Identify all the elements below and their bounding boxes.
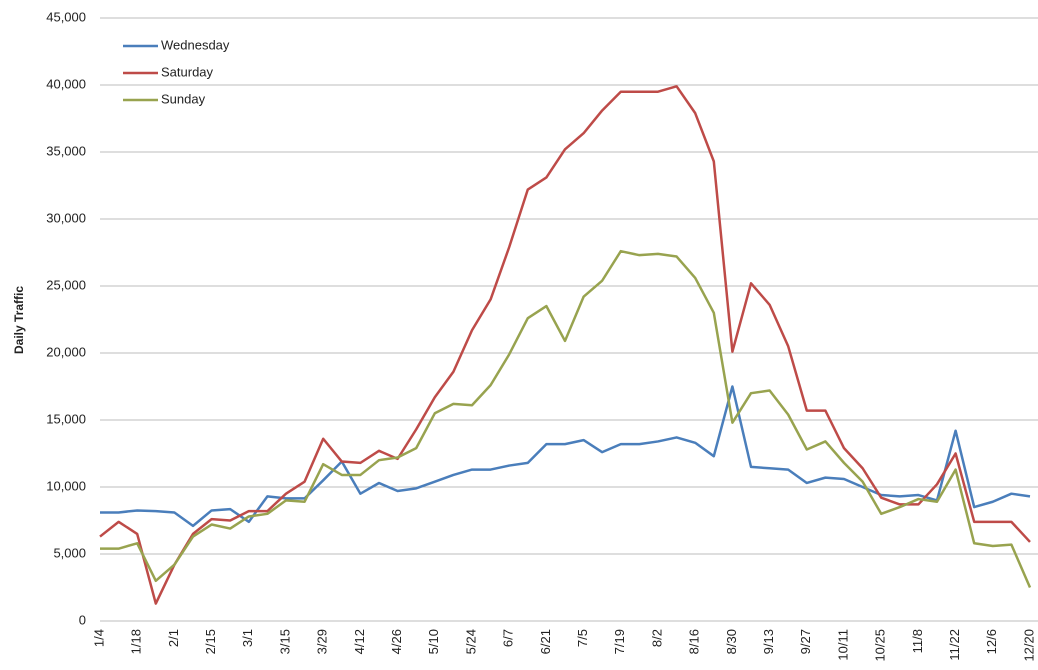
y-tick-label: 15,000 — [46, 411, 86, 426]
x-tick-label: 8/16 — [687, 629, 702, 654]
x-tick-label: 1/18 — [129, 629, 144, 654]
y-tick-label: 35,000 — [46, 143, 86, 158]
series-line — [100, 249, 1032, 588]
x-tick-label: 2/1 — [166, 629, 181, 647]
x-tick-label: 11/22 — [947, 629, 962, 661]
x-tick-label: 4/12 — [352, 629, 367, 654]
y-tick-label: 40,000 — [46, 76, 86, 91]
y-tick-label: 5,000 — [53, 545, 86, 560]
y-tick-label: 25,000 — [46, 277, 86, 292]
x-tick-label: 5/24 — [463, 629, 478, 654]
series-line — [100, 385, 1031, 528]
x-tick-label: 10/25 — [873, 629, 888, 662]
x-tick-label: 6/7 — [501, 629, 516, 647]
series-line — [99, 85, 1031, 605]
x-tick-label: 3/1 — [240, 629, 255, 647]
y-tick-label: 45,000 — [46, 9, 86, 24]
x-tick-label: 9/27 — [798, 629, 813, 654]
x-tick-label: 5/10 — [426, 629, 441, 654]
x-tick-label: 12/6 — [984, 629, 999, 654]
x-tick-label: 7/5 — [575, 629, 590, 647]
x-tick-label: 10/11 — [835, 629, 850, 661]
x-tick-label: 7/19 — [612, 629, 627, 654]
x-tick-label: 3/15 — [277, 629, 292, 654]
x-tick-label: 9/13 — [761, 629, 776, 654]
x-tick-label: 4/26 — [389, 629, 404, 654]
y-tick-label: 0 — [79, 612, 86, 627]
legend-label: Sunday — [161, 91, 206, 106]
x-tick-label: 11/8 — [910, 629, 925, 653]
y-tick-label: 30,000 — [46, 210, 86, 225]
legend-label: Wednesday — [161, 37, 230, 52]
y-axis-label: Daily Traffic — [12, 286, 26, 354]
x-tick-label: 1/4 — [91, 629, 106, 647]
x-tick-label: 8/30 — [724, 629, 739, 654]
x-tick-label: 2/15 — [203, 629, 218, 654]
y-tick-label: 20,000 — [46, 344, 86, 359]
x-tick-label: 12/20 — [1021, 629, 1036, 662]
legend-label: Saturday — [161, 64, 214, 79]
x-tick-label: 3/29 — [315, 629, 330, 654]
x-tick-label: 8/2 — [649, 629, 664, 647]
y-tick-label: 10,000 — [46, 478, 86, 493]
x-tick-label: 6/21 — [538, 629, 553, 654]
